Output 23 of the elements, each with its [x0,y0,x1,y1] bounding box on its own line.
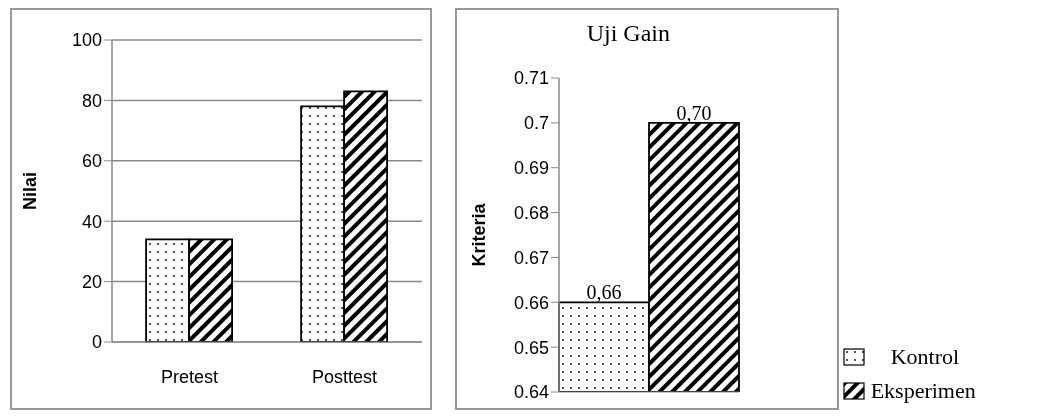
y-tick-label: 60 [81,151,102,172]
y-tick-label: 0.67 [513,247,549,268]
legend-label: Eksperimen [870,377,976,405]
y-tick-label: 100 [71,30,102,51]
legend-label: Kontrol [890,343,960,371]
y-tick-label: 0.64 [513,382,549,403]
y-tick-label: 40 [81,211,102,232]
y-tick-label: 0.65 [513,337,549,358]
y-tick-label: 0.7 [523,113,549,134]
y-tick-label: 0 [91,332,102,353]
chart-title: Uji Gain [586,20,670,47]
y-tick-label: 0.68 [513,202,549,223]
y-tick-label: 0.66 [513,292,549,313]
y-tick-label: 20 [81,271,102,292]
x-tick-label: Pretest [160,366,219,387]
x-tick-label: Posttest [311,366,378,387]
data-label: 0,70 [676,101,712,124]
y-axis-title: Kriteria [469,202,490,267]
y-tick-label: 0.69 [513,158,549,179]
data-label: 0,66 [586,281,622,304]
y-tick-label: 0.71 [513,68,549,89]
y-tick-label: 80 [81,90,102,111]
y-axis-title: Nilai [20,171,41,211]
